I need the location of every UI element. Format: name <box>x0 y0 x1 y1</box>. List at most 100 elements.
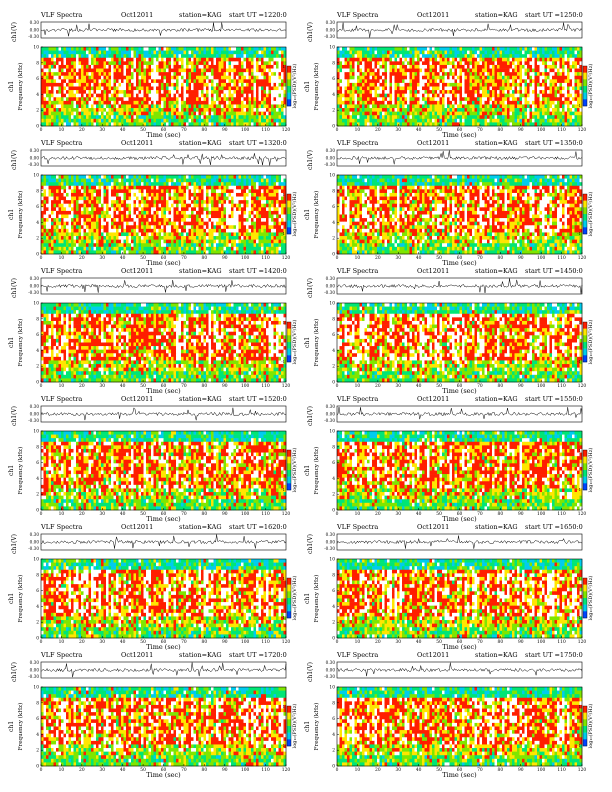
spectrogram-cell <box>153 64 157 69</box>
spectrogram-cell <box>123 178 127 183</box>
spectrogram-cell <box>392 100 395 105</box>
spectrogram-cell <box>529 64 533 69</box>
spectrogram-cell <box>352 104 355 109</box>
spectrogram-cell <box>504 115 508 120</box>
spectrogram-cell <box>233 118 237 123</box>
spectrogram-cell <box>168 79 172 84</box>
spectrogram-cell <box>534 54 538 59</box>
spectrogram-cell <box>519 57 523 62</box>
spectrogram-cell <box>367 61 370 66</box>
spectrogram-cell <box>434 79 438 84</box>
spectrogram-cell <box>579 90 583 94</box>
spectrogram-cell <box>532 97 535 102</box>
spectrogram-cell <box>499 68 503 73</box>
spectrogram-cell <box>251 118 254 123</box>
spectrogram-cell <box>83 100 87 105</box>
spectrogram-cell <box>248 61 252 66</box>
spectrogram-cell <box>191 182 194 187</box>
spectrogram-cell <box>108 50 112 55</box>
spectrogram-cell <box>166 86 169 91</box>
spectrogram-cell <box>156 100 159 105</box>
spectrogram-cell <box>507 115 510 120</box>
spectrogram-cell <box>78 86 82 91</box>
spectrogram-cell <box>459 100 463 105</box>
spectrogram-cell <box>494 86 498 91</box>
spectrogram-cell <box>409 75 413 80</box>
spectrogram-cell <box>364 104 368 109</box>
spectrogram-cell <box>226 111 229 116</box>
spectrogram-cell <box>429 79 433 84</box>
spectrogram-cell <box>133 61 137 66</box>
spectrogram-cell <box>121 57 124 62</box>
spectrogram-cell <box>231 47 234 51</box>
spectrogram-cell <box>63 86 67 91</box>
spectrogram-cell <box>387 90 390 94</box>
spectrogram-cell <box>404 118 408 123</box>
spectrogram-cell <box>539 64 543 69</box>
spectrogram-cell <box>198 122 202 127</box>
spectrogram-cell <box>158 100 162 105</box>
spectrogram-cell <box>268 108 272 112</box>
spectrogram-cell <box>564 108 568 112</box>
spectrogram-cell <box>507 90 510 94</box>
xtick-label: 100 <box>537 128 546 133</box>
spectrogram-cell <box>176 100 179 105</box>
spectrogram-cell <box>394 90 398 94</box>
spectrogram-cell <box>68 90 72 94</box>
spectrogram-cell <box>434 122 438 127</box>
spectrogram-cell <box>46 57 49 62</box>
spectrogram-cell <box>258 111 262 116</box>
spectrogram-cell <box>529 111 533 116</box>
spectrogram-cell <box>392 111 395 116</box>
spectrogram-cell <box>121 82 124 87</box>
spectrogram-cell <box>437 75 440 80</box>
spectrogram-cell <box>238 97 242 102</box>
spectrogram-cell <box>128 54 132 59</box>
spectrogram-cell <box>236 118 239 123</box>
spectrogram-cell <box>494 115 498 120</box>
spectrogram-cell <box>41 111 44 116</box>
spectrogram-cell <box>547 82 550 87</box>
spectrogram-cell <box>276 97 279 102</box>
spectrogram-cell <box>527 50 530 55</box>
spectrogram-cell <box>256 185 259 190</box>
spectrogram-cell <box>539 115 543 120</box>
spectrogram-cell <box>347 100 350 105</box>
spectrogram-cell <box>123 57 127 62</box>
spectrogram-cell <box>534 61 538 66</box>
waveform-ytick-label: 0.30 <box>30 20 40 25</box>
spectrogram-cell <box>404 54 408 59</box>
spectrogram-cell <box>163 75 167 80</box>
spectrogram-cell <box>188 61 192 66</box>
spectrogram-cell <box>243 54 247 59</box>
spectrogram-cell <box>203 64 207 69</box>
spectrogram-cell <box>258 189 262 194</box>
spectrogram-cell <box>417 108 420 112</box>
spectrogram-cell <box>268 175 272 179</box>
spectrogram-cell <box>226 68 229 73</box>
spectrogram-cell <box>153 100 157 105</box>
spectrogram-cell <box>251 47 254 51</box>
spectrogram-cell <box>504 54 508 59</box>
spectrogram-cell <box>384 111 388 116</box>
spectrogram-cell <box>173 182 177 187</box>
spectrogram-cell <box>271 47 274 51</box>
spectrogram-cell <box>454 122 458 127</box>
spectrogram-cell <box>151 115 154 120</box>
spectrogram-cell <box>228 185 232 190</box>
spectrogram-cell <box>517 104 520 109</box>
spectrogram-cell <box>53 79 57 84</box>
spectrogram-cell <box>218 182 222 187</box>
spectrogram-cell <box>464 72 468 77</box>
spectrogram-cell <box>273 111 277 116</box>
spectrogram-cell <box>91 57 94 62</box>
spectrogram-cell <box>427 104 430 109</box>
spectrogram-cell <box>48 189 52 194</box>
spectrogram-cell <box>429 115 433 120</box>
spectrogram-cell <box>379 64 383 69</box>
spectrogram-cell <box>66 108 69 112</box>
spectrogram-cell <box>143 54 147 59</box>
spectrogram-cell <box>118 115 122 120</box>
spectrogram-cell <box>434 64 438 69</box>
spectrogram-cell <box>389 54 393 59</box>
